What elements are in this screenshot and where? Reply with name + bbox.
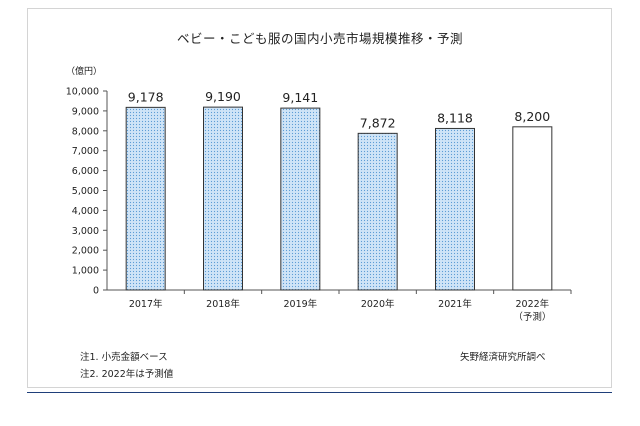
y-tick-label: 4,000 bbox=[72, 206, 99, 217]
data-label: 7,872 bbox=[360, 115, 396, 130]
data-label: 9,190 bbox=[205, 89, 241, 104]
x-tick-label: 2017年 bbox=[129, 298, 163, 310]
data-label: 8,118 bbox=[437, 110, 473, 125]
y-tick-label: 5,000 bbox=[72, 186, 99, 197]
bar bbox=[357, 132, 398, 291]
y-tick-label: 6,000 bbox=[72, 166, 99, 177]
y-tick-label: 0 bbox=[93, 286, 99, 297]
source-credit: 矢野経済研究所調べ bbox=[460, 352, 546, 363]
bottom-rule bbox=[27, 392, 612, 393]
y-tick-label: 7,000 bbox=[72, 146, 99, 157]
data-label: 8,200 bbox=[514, 109, 550, 124]
data-label: 9,178 bbox=[128, 89, 164, 104]
y-axis-unit-label: （億円） bbox=[66, 67, 103, 77]
bar-forecast bbox=[512, 126, 553, 291]
x-tick-label: 2019年 bbox=[283, 298, 317, 310]
y-tick-label: 2,000 bbox=[72, 246, 99, 257]
bar bbox=[125, 106, 166, 291]
footnote-2: 注2. 2022年は予測値 bbox=[80, 369, 174, 380]
x-tick-label: 2021年 bbox=[438, 298, 472, 310]
y-tick-label: 1,000 bbox=[72, 266, 99, 277]
bar bbox=[435, 127, 475, 291]
bar bbox=[203, 106, 243, 291]
y-tick-label: 10,000 bbox=[66, 87, 99, 98]
x-tick-label: 2018年 bbox=[206, 298, 240, 310]
chart-title: ベビー・こども服の国内小売市場規模推移・予測 bbox=[176, 31, 463, 46]
bar bbox=[280, 107, 321, 291]
footnote-1: 注1. 小売金額ベース bbox=[80, 352, 168, 363]
y-tick-label: 8,000 bbox=[72, 126, 99, 137]
y-tick-label: 9,000 bbox=[72, 106, 99, 117]
x-tick-sublabel: （予測） bbox=[513, 311, 551, 323]
x-tick-label: 2022年 bbox=[515, 298, 549, 310]
x-tick-label: 2020年 bbox=[361, 298, 395, 310]
y-tick-label: 3,000 bbox=[72, 226, 99, 237]
data-label: 9,141 bbox=[282, 90, 318, 105]
